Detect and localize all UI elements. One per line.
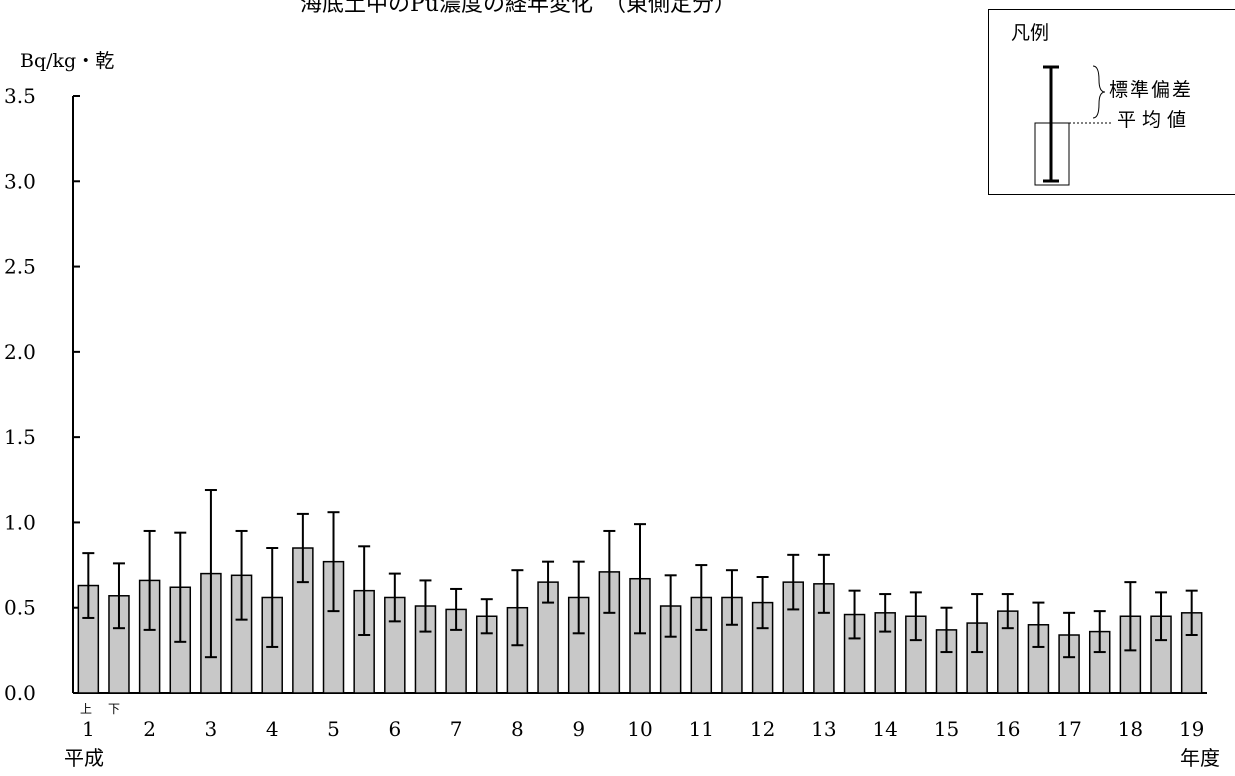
x-tick-label: 12	[750, 717, 775, 741]
x-tick-label: 11	[689, 717, 714, 741]
x-tick-label: 1	[82, 717, 95, 741]
y-axis-unit: Bq/kg・乾	[20, 50, 115, 72]
legend-brace	[1092, 65, 1106, 119]
legend: 凡例 標準偏差 平均値	[988, 9, 1235, 195]
x-tick-label: 15	[934, 717, 959, 741]
x-tick-label: 13	[811, 717, 836, 741]
first-half-label: 上	[80, 702, 93, 716]
chart-title: 海底土中のPu濃度の経年変化 （東側定分）	[300, 0, 736, 17]
x-tick-label: 16	[995, 717, 1020, 741]
fiscal-year-caption: 年度	[1180, 746, 1220, 770]
x-tick-label: 6	[388, 717, 401, 741]
x-tick-label: 2	[143, 717, 156, 741]
y-tick-label: 1.0	[4, 510, 36, 534]
legend-title: 凡例	[1011, 22, 1050, 44]
legend-sd-label: 標準偏差	[1109, 79, 1194, 101]
x-tick-label: 7	[450, 717, 463, 741]
y-tick-label: 1.5	[4, 425, 36, 449]
legend-mean-label: 平均値	[1117, 109, 1193, 131]
second-half-label: 下	[108, 702, 121, 716]
x-tick-label: 5	[327, 717, 340, 741]
x-tick-label: 4	[266, 717, 279, 741]
y-tick-label: 0.0	[4, 681, 36, 705]
x-tick-label: 17	[1056, 717, 1081, 741]
y-tick-label: 3.0	[4, 169, 36, 193]
y-tick-label: 2.0	[4, 340, 36, 364]
x-tick-label: 3	[205, 717, 218, 741]
x-tick-label: 10	[627, 717, 652, 741]
x-tick-label: 19	[1179, 717, 1204, 741]
x-tick-label: 18	[1118, 717, 1143, 741]
x-tick-label: 8	[511, 717, 524, 741]
y-tick-label: 2.5	[4, 255, 36, 279]
y-tick-label: 3.5	[4, 84, 36, 108]
legend-sample	[1034, 65, 1111, 186]
x-tick-label: 14	[872, 717, 897, 741]
y-tick-label: 0.5	[4, 596, 36, 620]
era-caption: 平成	[64, 746, 104, 770]
x-tick-label: 9	[572, 717, 585, 741]
